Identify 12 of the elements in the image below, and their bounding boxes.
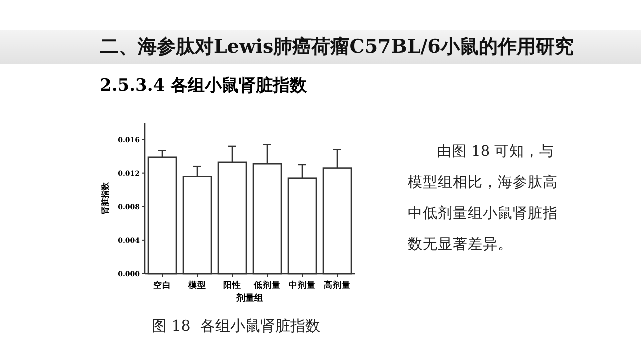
x-tick-label: 模型 bbox=[188, 280, 206, 291]
caption: 图 18 各组小鼠肾脏指数 bbox=[152, 317, 320, 336]
chart-subtitle: 2.5.3.4 各组小鼠肾脏指数 bbox=[100, 75, 307, 97]
x-tick-label: 空白 bbox=[154, 280, 172, 291]
y-axis-title: 肾脏指数 bbox=[101, 182, 110, 214]
x-tick-label: 中剂量 bbox=[289, 280, 316, 291]
chart-title: 二、海参肽对Lewis肺癌荷瘤C57BL/6小鼠的作用研究 bbox=[100, 35, 574, 60]
x-tick-label: 低剂量 bbox=[253, 280, 281, 291]
x-axis-title: 剂量组 bbox=[236, 293, 264, 304]
x-tick-label: 阳性 bbox=[224, 280, 242, 291]
x-tick-label: 高剂量 bbox=[324, 280, 351, 291]
text: 由图 18 可知，与模型组相比，海参肽高中低剂量组小鼠肾脏指数无显著差异。 bbox=[408, 143, 558, 255]
